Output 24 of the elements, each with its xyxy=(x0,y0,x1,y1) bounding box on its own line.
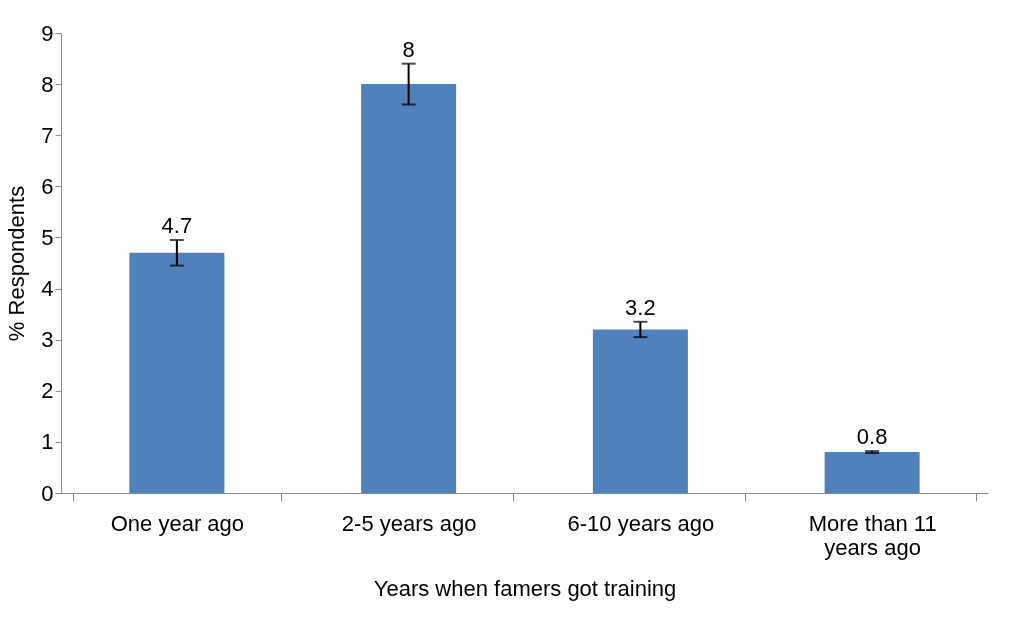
y-tick-label: 6 xyxy=(41,173,54,199)
x-tick-label: 6-10 years ago xyxy=(567,510,715,536)
data-label: 8 xyxy=(402,36,415,62)
bar xyxy=(129,252,225,493)
x-tick-label: 2-5 years ago xyxy=(341,510,477,536)
y-tick-label: 8 xyxy=(41,71,54,97)
x-axis-title: Years when famers got training xyxy=(373,575,677,601)
bar xyxy=(592,329,688,493)
y-tick-label: 9 xyxy=(41,20,54,46)
y-tick-label: 0 xyxy=(41,480,54,506)
x-tick-label: More than 11 years ago xyxy=(808,510,937,560)
x-tick-label: One year ago xyxy=(110,510,245,536)
y-tick-label: 1 xyxy=(41,429,54,455)
bar xyxy=(361,84,457,493)
data-label: 4.7 xyxy=(161,213,193,238)
y-tick-label: 2 xyxy=(41,378,54,404)
y-axis-title: % Respondents xyxy=(4,185,30,342)
y-tick-label: 3 xyxy=(41,327,54,353)
data-label: 3.2 xyxy=(625,294,656,320)
bar xyxy=(824,452,920,493)
y-tick-label: 5 xyxy=(41,224,54,250)
y-tick-label: 4 xyxy=(41,276,54,302)
data-label: 0.8 xyxy=(856,424,888,450)
y-tick-label: 7 xyxy=(41,122,54,148)
